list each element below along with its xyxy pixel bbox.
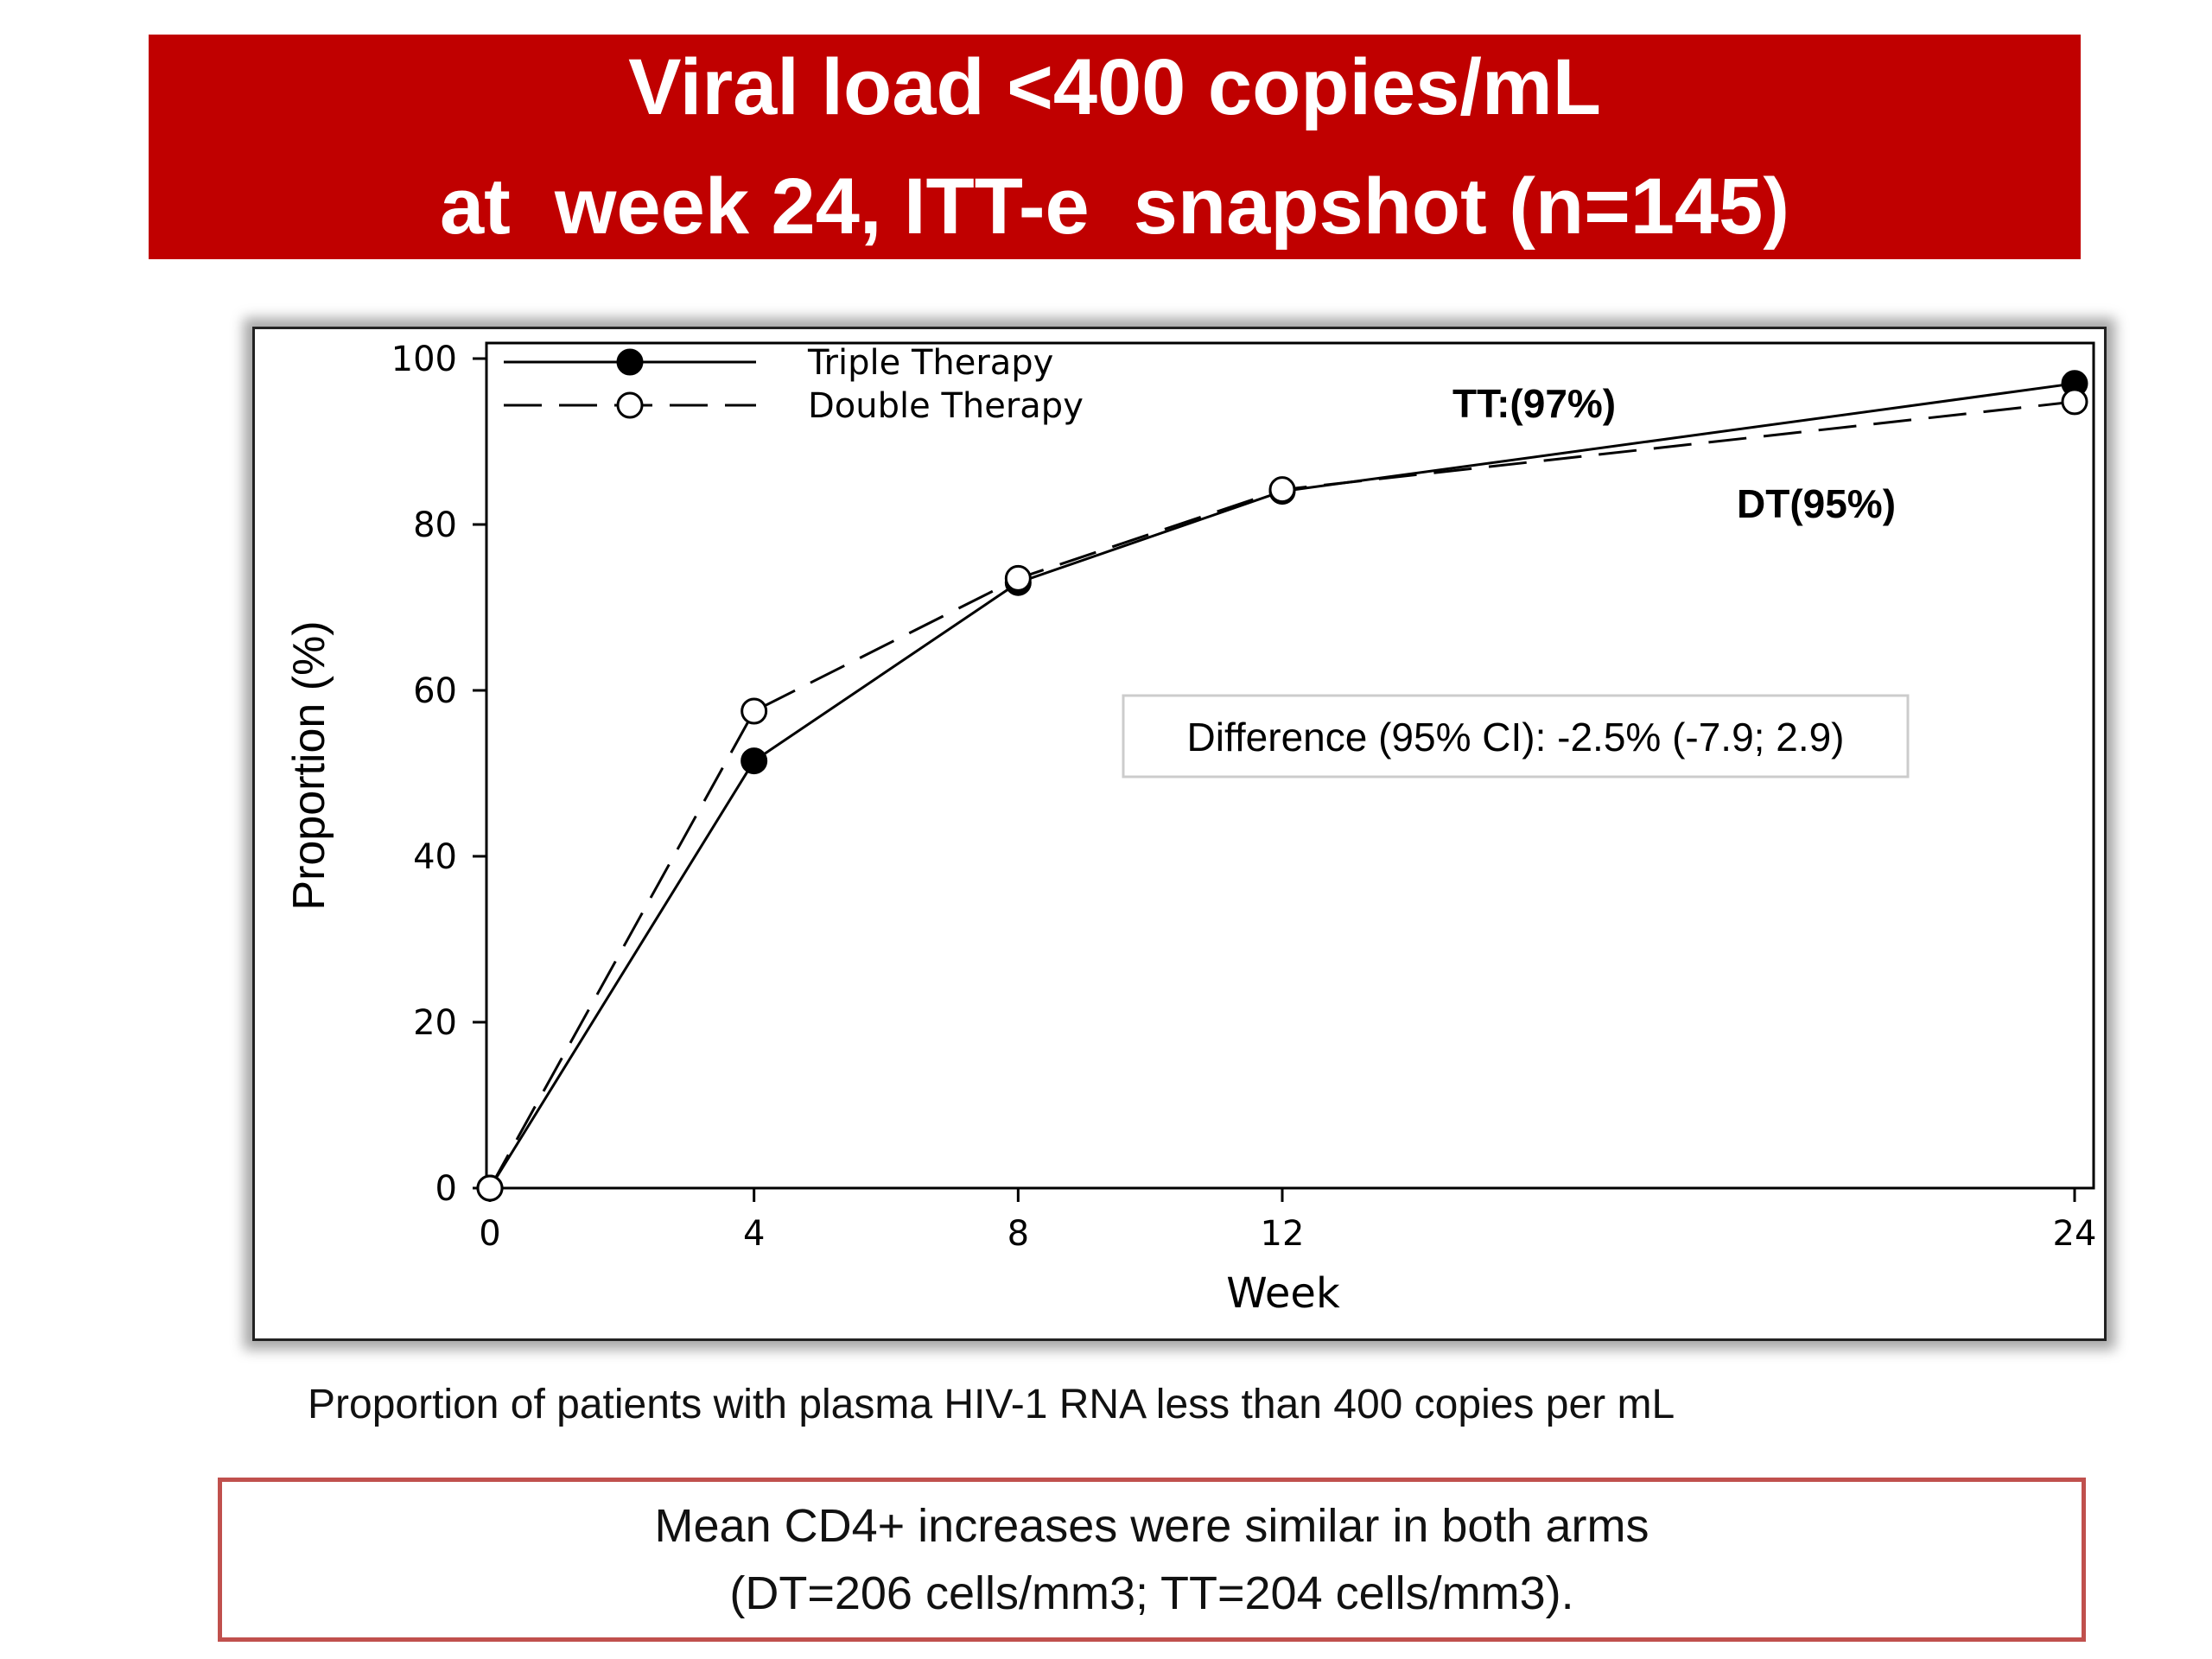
data-point (741, 747, 768, 775)
y-tick-label: 80 (413, 505, 457, 545)
series-layer (476, 370, 2088, 1202)
data-point (1004, 564, 1032, 592)
y-tick-label: 20 (413, 1003, 457, 1043)
legend-marker (616, 391, 644, 419)
data-point (741, 697, 768, 725)
chart-frame: 0 20 40 60 80 100 0 4 8 12 24 Week Proportion (%) Tr… (252, 327, 2107, 1341)
difference-box (1122, 694, 1910, 779)
y-tick-label: 60 (413, 671, 457, 711)
data-point (476, 1174, 504, 1202)
viral-load-line-chart: 0 20 40 60 80 100 0 4 8 12 24 Week Proportion (%) Tr… (284, 340, 2096, 1318)
cd4-note-box: Mean CD4+ increases were similar in both… (218, 1478, 2086, 1642)
title-banner: Viral load <400 copies/mL at week 24, IT… (149, 35, 2081, 259)
legend-marker (616, 348, 644, 376)
x-tick-label: 8 (1007, 1214, 1029, 1254)
x-tick-label: 24 (2053, 1214, 2097, 1254)
title-line-2: at week 24, ITT-e snapshot (n=145) (440, 162, 1789, 251)
difference-text: Difference (95% CI): -2.5% (-7.9; 2.9) (1187, 715, 1845, 760)
data-point (2061, 388, 2088, 416)
title-line-1: Viral load <400 copies/mL (628, 43, 1601, 131)
axes: 0 20 40 60 80 100 0 4 8 12 24 Week Proportion (%) (284, 340, 2096, 1318)
x-axis-label: Week (1226, 1269, 1340, 1318)
legend-label: Double Therapy (808, 386, 1084, 426)
tt-annotation: TT:(97%) (1452, 381, 1616, 426)
legend-label: Triple Therapy (807, 343, 1053, 383)
y-tick-label: 40 (413, 837, 457, 877)
x-tick-label: 12 (1261, 1214, 1305, 1254)
dt-annotation: DT(95%) (1737, 481, 1896, 526)
data-point (1268, 476, 1296, 504)
y-tick-label: 0 (435, 1169, 457, 1209)
y-tick-label: 100 (391, 340, 457, 379)
note-line-2: (DT=206 cells/mm3; TT=204 cells/mm3). (729, 1567, 1574, 1619)
x-tick-label: 0 (479, 1214, 500, 1254)
y-axis-label: Proportion (%) (284, 620, 334, 910)
series-markers (476, 388, 2088, 1202)
plot-area (485, 341, 2095, 1190)
note-line-1: Mean CD4+ increases were similar in both… (654, 1500, 1649, 1552)
annotations: TT:(97%) DT(95%) Difference (95% CI): -2… (1122, 381, 1910, 779)
x-tick-label: 4 (743, 1214, 765, 1254)
chart-caption: Proportion of patients with plasma HIV-1… (308, 1382, 1675, 1427)
